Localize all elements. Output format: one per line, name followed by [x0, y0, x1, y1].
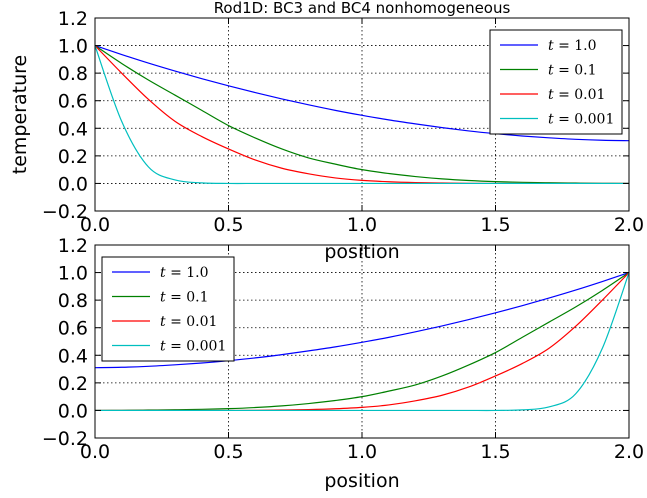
- series-line-4: [95, 272, 630, 412]
- y-tick-label: −0.2: [42, 428, 88, 450]
- y-tick-label: −0.2: [42, 201, 88, 223]
- chart-title: Rod1D: BC3 and BC4 nonhomogeneous: [214, 0, 511, 17]
- series-line-2: [94, 272, 630, 412]
- legend-box: [489, 29, 623, 135]
- y-tick-label: 1.0: [58, 36, 88, 58]
- y-axis-label: temperature: [9, 55, 31, 174]
- legend-label-1: t = 1.0: [548, 38, 597, 54]
- x-tick-label: 1.5: [480, 214, 510, 236]
- legend-box: [101, 256, 235, 362]
- x-tick-label: 1.0: [347, 214, 377, 236]
- x-axis-label: position: [324, 470, 399, 492]
- series-line-1: [94, 45, 630, 142]
- x-tick-label: 0.5: [213, 441, 243, 463]
- x-tick-label: 1.5: [480, 441, 510, 463]
- legend: t = 1.0 t = 0.1 t = 0.01 t = 0.001: [489, 29, 623, 135]
- y-tick-label: 1.2: [58, 8, 88, 30]
- legend: t = 1.0 t = 0.1 t = 0.01 t = 0.001: [101, 256, 235, 362]
- y-tick-label: 0.0: [58, 173, 88, 195]
- x-tick-label: 0.0: [80, 214, 110, 236]
- y-tick-label: 0.4: [58, 345, 88, 367]
- x-axis-label: position: [324, 241, 399, 263]
- series-line-2: [94, 45, 630, 185]
- x-tick-label: 2.0: [614, 214, 644, 236]
- top-plot: 0.0 0.5 1.0 1.5 2.0−0.20.00.20.40.60.81.01.2…: [9, 0, 644, 263]
- x-tick-label: 0.5: [213, 214, 243, 236]
- y-tick-label: 1.2: [58, 235, 88, 257]
- legend-label-4: t = 0.001: [160, 339, 226, 355]
- legend-label-3: t = 0.01: [160, 314, 217, 330]
- y-tick-label: 0.8: [58, 63, 88, 85]
- y-tick-label: 0.6: [58, 91, 88, 113]
- legend-label-1: t = 1.0: [160, 265, 209, 281]
- x-tick-label: 1.0: [347, 441, 377, 463]
- legend-label-4: t = 0.001: [548, 112, 614, 128]
- x-tick-label: 0.0: [80, 441, 110, 463]
- series-line-1: [94, 272, 630, 369]
- y-tick-label: 0.2: [58, 146, 88, 168]
- x-tick-label: 2.0: [614, 441, 644, 463]
- y-tick-label: 0.6: [58, 318, 88, 340]
- series-line-4: [94, 45, 629, 185]
- legend-label-2: t = 0.1: [548, 63, 597, 79]
- y-tick-label: 0.2: [58, 373, 88, 395]
- y-tick-label: 1.0: [58, 263, 88, 285]
- legend-label-2: t = 0.1: [160, 290, 209, 306]
- y-tick-label: 0.0: [58, 400, 88, 422]
- legend-label-3: t = 0.01: [548, 87, 605, 103]
- y-tick-label: 0.8: [58, 290, 88, 312]
- bottom-plot: 0.0 0.5 1.0 1.5 2.0−0.20.00.20.40.60.81.01.2…: [42, 235, 644, 492]
- y-tick-label: 0.4: [58, 118, 88, 140]
